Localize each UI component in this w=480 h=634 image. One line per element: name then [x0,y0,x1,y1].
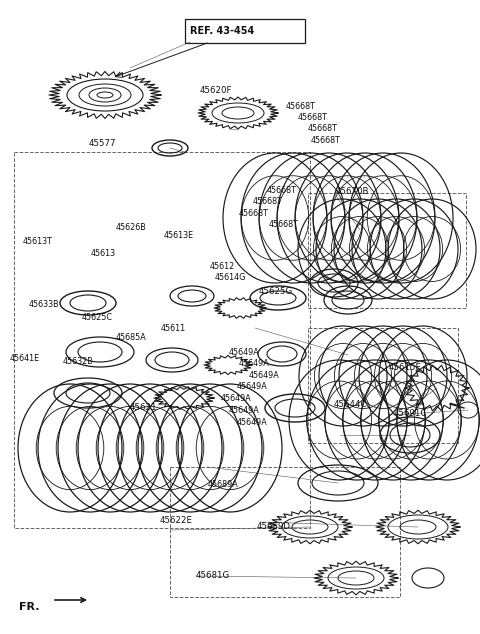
Text: 45649A: 45649A [229,348,260,357]
Text: 45649A: 45649A [237,382,268,391]
Text: 45625G: 45625G [258,287,292,296]
Text: 45614G: 45614G [215,273,246,282]
Text: 45613T: 45613T [23,237,53,246]
Text: 45615E: 45615E [389,363,422,372]
Text: 45685A: 45685A [115,333,146,342]
Text: 45668T: 45668T [253,197,283,206]
Text: 45649A: 45649A [249,371,280,380]
Text: 45668T: 45668T [307,124,337,133]
Text: 45613: 45613 [90,249,115,258]
Text: REF. 43-454: REF. 43-454 [190,26,254,36]
Text: 45612: 45612 [210,262,235,271]
Text: 45691C: 45691C [394,409,427,418]
Text: 45670B: 45670B [336,187,370,196]
Text: 45613E: 45613E [163,231,193,240]
Text: FR.: FR. [19,602,40,612]
Text: 45659D: 45659D [256,522,290,531]
Text: 45668T: 45668T [266,186,296,195]
Text: 45626B: 45626B [115,223,146,232]
Text: 45620F: 45620F [199,86,232,95]
Text: 45668T: 45668T [311,136,341,145]
Text: 45649A: 45649A [221,394,252,403]
Bar [170,467,400,597]
Text: 45649A: 45649A [239,359,270,368]
Text: 45668T: 45668T [286,102,315,111]
Text: 45649A: 45649A [228,406,259,415]
Text: 45644C: 45644C [334,400,367,409]
Text: 45641E: 45641E [10,354,40,363]
Text: 45625C: 45625C [82,313,113,322]
Text: 45611: 45611 [161,324,186,333]
Bar [14,152,310,528]
Bar [308,193,466,308]
Bar [308,328,458,443]
Text: 45577: 45577 [89,139,116,148]
Text: 45668T: 45668T [239,209,269,217]
Text: 45633B: 45633B [29,301,60,309]
Text: 45668T: 45668T [298,113,327,122]
Text: 45622E: 45622E [159,516,192,525]
Text: 45689A: 45689A [207,480,238,489]
Text: 45621: 45621 [130,403,157,411]
Text: 45649A: 45649A [236,418,267,427]
Text: 45681G: 45681G [196,571,230,579]
Text: 45668T: 45668T [269,220,299,229]
Text: 45632B: 45632B [62,357,93,366]
